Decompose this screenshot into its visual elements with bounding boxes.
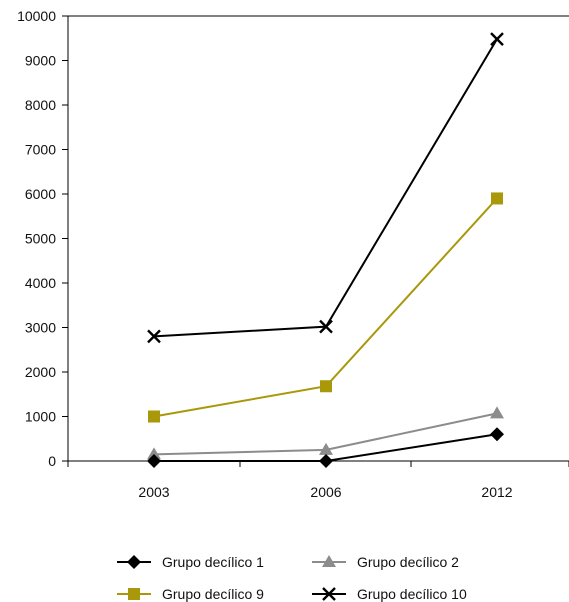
data-point — [319, 319, 333, 334]
x-marker-stroke — [322, 587, 336, 601]
data-point — [147, 329, 161, 344]
legend-label: Grupo decílico 9 — [162, 586, 264, 602]
legend-label: Grupo decílico 2 — [357, 554, 459, 570]
data-point — [490, 406, 504, 419]
data-point — [147, 447, 161, 460]
data-point — [147, 454, 161, 468]
series-3 — [148, 192, 503, 423]
y-tick-label: 4000 — [25, 275, 56, 291]
data-point — [320, 380, 332, 393]
y-tick-label: 7000 — [25, 142, 56, 158]
series-1 — [147, 427, 504, 468]
y-tick-label: 1000 — [25, 409, 56, 425]
axes — [67, 15, 569, 462]
legend-label: Grupo decílico 1 — [162, 554, 264, 570]
y-axis-ticks: 0 1000 2000 3000 4000 5000 6000 7000 8000 9000 100… — [17, 8, 68, 469]
x-marker-stroke — [147, 329, 161, 344]
y-tick-label: 8000 — [25, 97, 56, 113]
data-point — [148, 410, 160, 423]
legend-marker — [322, 587, 336, 601]
series-line — [153, 38, 498, 338]
y-tick-label: 9000 — [25, 53, 56, 69]
x-marker-stroke — [319, 319, 333, 334]
y-tick-label: 2000 — [25, 364, 56, 380]
data-point — [491, 192, 503, 205]
y-tick-label: 10000 — [17, 8, 56, 24]
x-tick-label: 2003 — [138, 484, 169, 500]
data-point — [490, 32, 504, 46]
data-point — [319, 442, 333, 455]
legend-item: Grupo decílico 9 — [117, 586, 264, 602]
x-marker-stroke — [490, 32, 504, 46]
series-2 — [147, 406, 504, 460]
series-4 — [147, 32, 504, 344]
data-point — [490, 427, 504, 442]
x-tick-label: 2012 — [481, 484, 512, 500]
y-tick-label: 0 — [48, 453, 56, 469]
legend-label: Grupo decílico 10 — [357, 586, 467, 602]
legend-marker — [322, 555, 336, 567]
legend-marker — [127, 555, 141, 569]
legend-item: Grupo decílico 2 — [312, 554, 459, 570]
y-tick-label: 6000 — [25, 186, 56, 202]
x-tick-label: 2006 — [310, 484, 341, 500]
x-axis-ticks: 2003 2006 2012 — [67, 461, 569, 500]
legend-item: Grupo decílico 1 — [117, 554, 264, 570]
series-group — [147, 32, 504, 468]
data-point — [319, 454, 333, 468]
legend: Grupo decílico 1 Grupo decílico 2 Grupo de… — [117, 554, 467, 602]
legend-marker — [128, 588, 140, 600]
y-tick-label: 5000 — [25, 231, 56, 247]
y-tick-label: 3000 — [25, 320, 56, 336]
legend-item: Grupo decílico 10 — [312, 586, 467, 602]
